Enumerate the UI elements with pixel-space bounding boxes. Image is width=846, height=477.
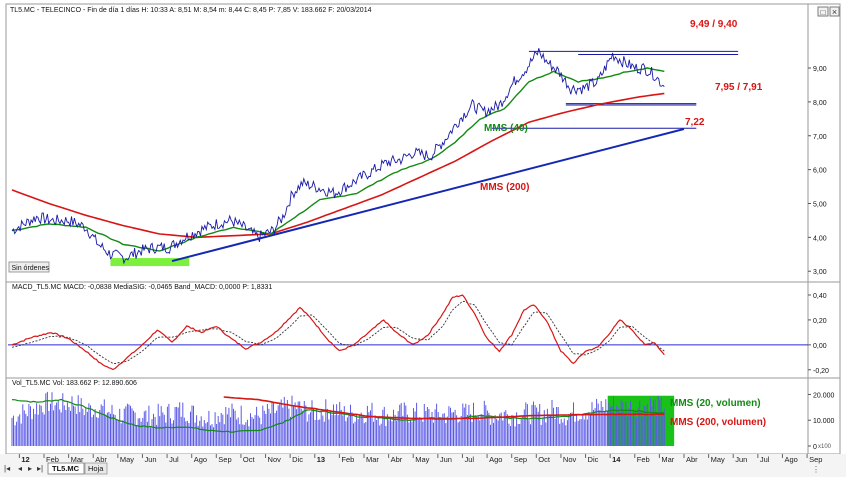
orders-badge[interactable] [8,261,50,273]
price-tick-label: 7,00 [813,134,827,141]
timeline-label: Feb [341,455,354,464]
timeline-label: Sep [514,455,527,464]
timeline-label: May [120,455,134,464]
timeline-label: Jul [169,455,179,464]
tab-hoja-label: Hoja [88,464,104,473]
resistance-label: 9,49 / 9,40 [690,19,738,30]
next-sheet-icon[interactable]: ▸ [28,464,32,473]
timeline-label: Jul [464,455,474,464]
timeline-label: Ago [784,455,797,464]
price-panel [5,3,841,283]
timeline-bar [0,454,846,477]
timeline-label: Oct [243,455,256,464]
macd-tick-label: 0,40 [813,293,827,300]
timeline-label: 13 [317,455,325,464]
maximize-icon-glyph: □ [821,8,826,17]
price-tick-label: 3,00 [813,269,827,276]
support-label: 7,95 / 7,91 [715,82,763,93]
mms40-label: MMS (40) [484,123,528,134]
orders-badge-label: Sin órdenes [12,265,50,272]
value-axes: 3,00 4,00 5,00 6,00 7,00 8,00 9,00 -0,20 0,00 0,2… [808,66,835,451]
timeline-label: Jun [735,455,747,464]
tab-tl5-label: TL5.MC [52,464,80,473]
level-label: 7,22 [685,117,705,128]
timeline-label: Feb [637,455,650,464]
macd-line [11,294,665,371]
timeline-label: Sep [809,455,822,464]
price-tick-label: 8,00 [813,100,827,107]
window-controls: × □ [817,6,840,17]
timeline-label: Dic [292,455,303,464]
timeline-label: Feb [46,455,59,464]
timeline-label: Ago [489,455,502,464]
timeline-label: Jun [144,455,156,464]
macd-tick-label: 0,20 [813,318,827,325]
timeline-label: 14 [612,455,621,464]
maximize-icon[interactable] [817,6,829,17]
timeline-label: Abr [686,455,698,464]
price-tick-label: 9,00 [813,66,827,73]
price-tick-label: 4,00 [813,235,827,242]
timeline-label: Dic [588,455,599,464]
vol-mms20-label: MMS (20, volumen) [670,398,761,409]
timeline-label: May [415,455,429,464]
timeline-label: May [711,455,725,464]
timeline-label: Mar [661,455,674,464]
price-line [11,48,665,265]
timeline-label: Mar [71,455,84,464]
timeline-label: Ago [194,455,207,464]
macd-tick-label: 0,00 [813,343,827,350]
volume-header: Vol_TL5.MC Vol: 183.662 P: 12.890.606 [12,380,137,387]
price-tick-label: 5,00 [813,201,827,208]
timeline-label: Abr [391,455,403,464]
volume-chart [11,391,675,446]
timeline-label: Abr [95,455,107,464]
macd-signal-line [11,300,665,364]
last-sheet-icon[interactable]: ▸| [37,464,43,473]
tab-hoja[interactable] [84,462,108,475]
vol-mms20-line [11,398,665,433]
volume-unit: x100 [818,444,832,450]
vol-mms200-label: MMS (200, volumen) [670,417,766,428]
macd-panel [5,281,841,379]
first-sheet-icon[interactable]: |◂ [4,464,10,473]
timeline-label: Nov [268,455,282,464]
volume-tick-label: 20.000 [813,392,835,399]
macd-chart [8,294,808,371]
timeline-label: 12 [21,455,29,464]
macd-tick-label: -0,20 [813,368,829,375]
sheet-navigation: |◂ ◂ ▸ ▸| [4,464,43,473]
support-zone-highlight [110,258,190,267]
mms200-line [11,92,665,239]
timeline-label: Jun [440,455,452,464]
close-icon[interactable] [829,6,840,17]
timeline: 12 Feb Mar Abr May Jun Jul Ago Sep Oct Nov Dic 13 Feb… [18,454,822,464]
mms200-label: MMS (200) [480,182,529,193]
scroll-grip-icon[interactable]: ⋮ [812,465,820,474]
volume-tick-label: 10.000 [813,418,835,425]
trendline-0 [171,128,685,263]
macd-header: MACD_TL5.MC MACD: -0,0838 MediaSIG: -0,0… [12,284,272,291]
timeline-label: Mar [366,455,379,464]
close-icon-glyph: × [832,7,837,17]
timeline-label: Sep [218,455,231,464]
timeline-label: Jul [760,455,770,464]
tab-tl5[interactable] [47,462,85,475]
timeline-label: Nov [563,455,577,464]
vol-mms200-line [223,396,665,420]
prev-sheet-icon[interactable]: ◂ [18,464,22,473]
price-chart [11,48,739,267]
volume-tick-label: 0 [813,444,817,451]
price-tick-label: 6,00 [813,168,827,175]
price-header: TL5.MC - TELECINCO - Fin de día 1 días H… [10,7,372,14]
timeline-label: Oct [538,455,551,464]
